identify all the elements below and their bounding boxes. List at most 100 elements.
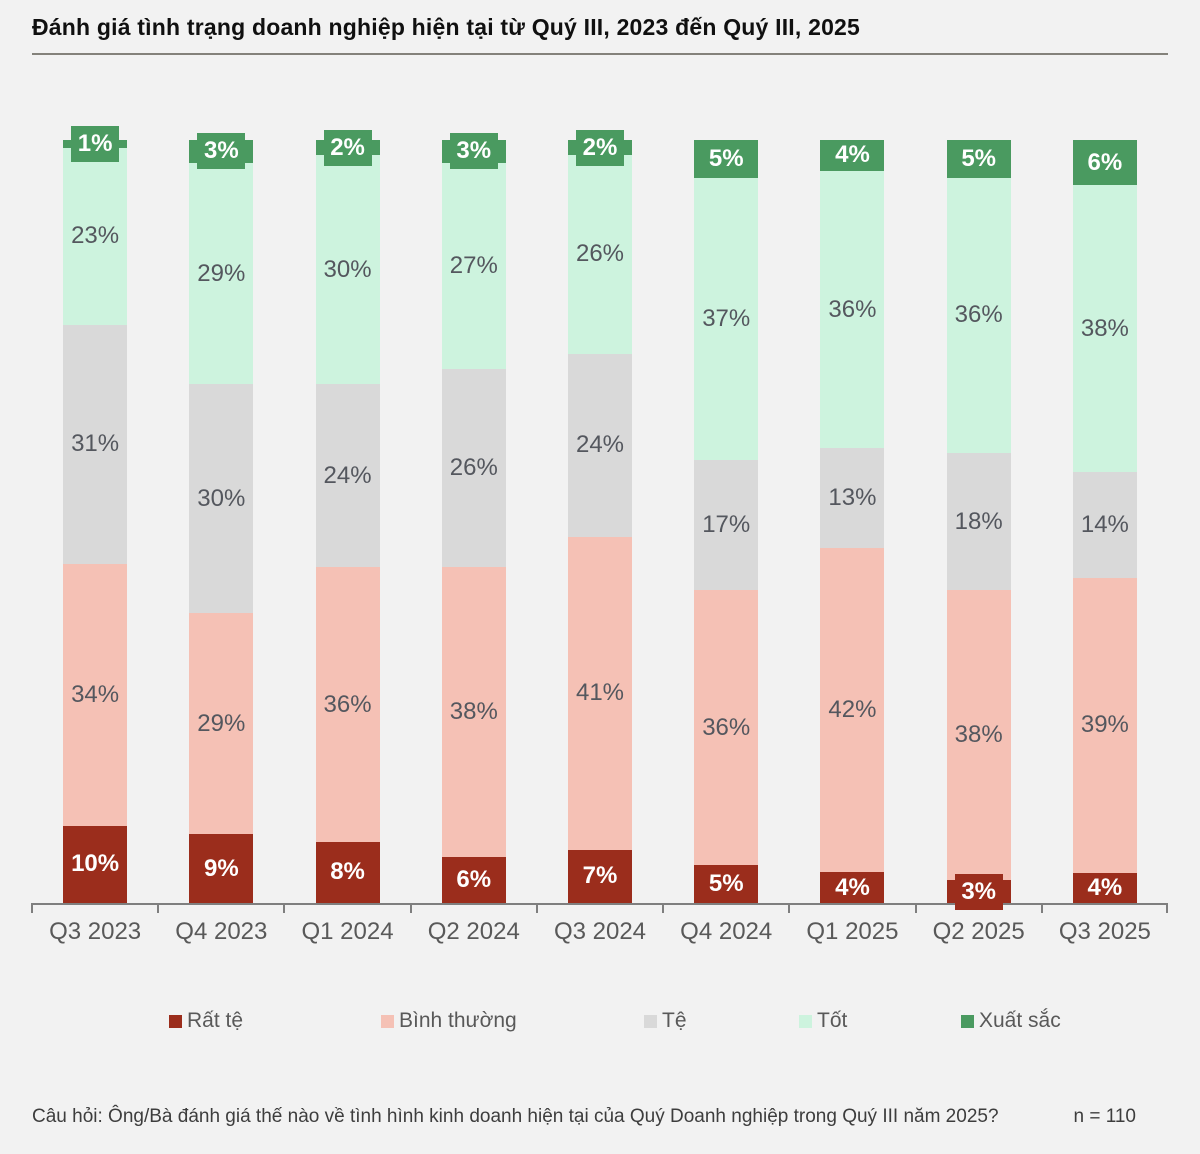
bar-label: 9%	[203, 854, 239, 882]
x-axis-tick	[409, 903, 412, 913]
segment-tot-q1-2024	[315, 155, 380, 385]
segment-binh-thuong-q1-2025	[820, 548, 885, 873]
segment-xuat-sac-q1-2025	[820, 140, 885, 171]
bar-label: 30%	[197, 484, 246, 512]
segment-te-q4-2023	[189, 384, 254, 614]
bar-label: 24%	[575, 431, 625, 459]
category-label-q2-2025: Q2 2025	[932, 918, 1025, 945]
bar-label: 4%	[835, 873, 870, 901]
legend-swatch-rat-te	[169, 1014, 182, 1028]
legend-item-tot: Tốt	[799, 1008, 847, 1034]
x-axis-tick	[31, 903, 33, 913]
segment-te-q1-2024	[315, 384, 380, 568]
legend-item-xuat-sac: Xuất sắc	[961, 1008, 1061, 1034]
segment-rat-te-q3-2023	[63, 825, 128, 903]
legend-item-binh-thuong: Bình thường	[381, 1008, 517, 1034]
segment-binh-thuong-q3-2023	[63, 563, 128, 826]
segment-te-q3-2024	[568, 353, 632, 537]
legend-swatch-binh-thuong	[381, 1014, 394, 1028]
legend-swatch-xuat-sac	[961, 1014, 974, 1028]
chart-footer: Câu hỏi: Ông/Bà đánh giá thế nào về tình…	[32, 1106, 1136, 1128]
legend-label-rat-te: Rất tệ	[187, 1009, 244, 1032]
bar-label: 36%	[702, 713, 751, 741]
segment-rat-te-q3-2024	[568, 849, 632, 903]
sample-size: n = 110	[1073, 1106, 1136, 1127]
segment-tot-q3-2025	[1072, 185, 1137, 473]
bar-label-box: 3%	[954, 873, 1003, 910]
bar-label: 10%	[71, 850, 120, 878]
bar-label-box: 1%	[71, 125, 120, 162]
bar-label: 24%	[323, 461, 372, 489]
bar-label: 29%	[197, 259, 246, 287]
x-axis-line	[32, 903, 1168, 905]
category-label-q3-2025: Q3 2025	[1058, 918, 1151, 945]
segment-rat-te-q1-2024	[315, 841, 380, 903]
bar-label-box: 2%	[576, 129, 624, 166]
segment-xuat-sac-q3-2025	[1072, 140, 1137, 186]
segment-tot-q4-2023	[189, 162, 254, 385]
x-axis-tick	[283, 903, 286, 913]
bar-label: 39%	[1080, 711, 1129, 739]
bar-label: 4%	[835, 141, 870, 169]
legend-label-te: Tệ	[662, 1009, 687, 1032]
bar-label-box: 3%	[449, 133, 498, 170]
page-title: Đánh giá tình trạng doanh nghiệp hiện tạ…	[32, 14, 861, 40]
bar-label: 36%	[323, 690, 372, 718]
bar-label: 41%	[575, 679, 625, 707]
segment-tot-q1-2025	[820, 170, 885, 449]
bar-label: 5%	[961, 145, 996, 173]
segment-tot-q4-2024	[694, 178, 759, 461]
x-axis-tick	[1166, 903, 1168, 913]
bar-label: 42%	[828, 696, 877, 724]
x-axis-tick	[788, 903, 791, 913]
bar-label: 5%	[708, 869, 744, 897]
bar-q4-2024: 5% 36% 17% 37% 5%	[694, 140, 759, 903]
bar-label: 26%	[575, 240, 625, 268]
segment-tot-q3-2023	[63, 147, 128, 325]
category-label-q1-2025: Q1 2025	[806, 918, 899, 945]
bar-label: 38%	[449, 698, 498, 726]
segment-binh-thuong-q2-2025	[946, 590, 1011, 881]
bar-label: 14%	[1080, 511, 1129, 539]
bar-label-box: 3%	[197, 133, 246, 170]
bar-label-box: 2%	[323, 129, 372, 166]
bar-label: 37%	[702, 305, 751, 333]
segment-tot-q3-2024	[568, 155, 632, 354]
category-label-q4-2024: Q4 2024	[680, 918, 773, 945]
bar-label: 31%	[71, 430, 120, 458]
bar-q3-2025: 4% 39% 14% 38% 6%	[1072, 140, 1137, 903]
x-axis-tick	[914, 903, 917, 913]
segment-te-q2-2025	[946, 452, 1011, 591]
legend-item-rat-te: Rất tệ	[169, 1008, 243, 1034]
category-label-q2-2024: Q2 2024	[427, 918, 520, 945]
bar-label: 6%	[1087, 148, 1123, 176]
segment-rat-te-q2-2024	[441, 857, 506, 903]
legend-label-binh-thuong: Bình thường	[399, 1009, 517, 1032]
legend-label-xuat-sac: Xuất sắc	[979, 1009, 1061, 1032]
segment-binh-thuong-q4-2023	[189, 613, 254, 835]
x-axis-tick	[1040, 903, 1043, 913]
bar-label: 26%	[449, 454, 498, 482]
segment-rat-te-q4-2023	[189, 834, 254, 903]
chart-legend: Rất tệ Bình thường Tệ Tốt Xuất sắc	[0, 1008, 1200, 1038]
legend-swatch-tot	[799, 1014, 812, 1028]
bar-label: 5%	[708, 145, 744, 173]
segment-rat-te-q4-2024	[694, 864, 759, 903]
segment-binh-thuong-q3-2024	[568, 536, 632, 850]
segment-rat-te-q1-2025	[820, 872, 885, 903]
category-label-q3-2023: Q3 2023	[49, 918, 142, 945]
x-axis-tick	[157, 903, 160, 913]
segment-te-q3-2025	[1072, 472, 1137, 579]
segment-tot-q2-2025	[946, 178, 1011, 453]
bar-label: 8%	[330, 858, 365, 886]
bar-label: 13%	[828, 484, 877, 512]
bar-q1-2025: 4% 42% 13% 36% 4%	[820, 140, 885, 903]
category-label-q3-2024: Q3 2024	[553, 918, 647, 945]
segment-binh-thuong-q3-2025	[1072, 578, 1137, 873]
legend-label-tot: Tốt	[817, 1009, 848, 1032]
segment-binh-thuong-q2-2024	[441, 567, 506, 858]
title-divider	[32, 53, 1168, 55]
bar-q3-2023: 10% 34% 31% 23% 1%	[63, 125, 128, 903]
